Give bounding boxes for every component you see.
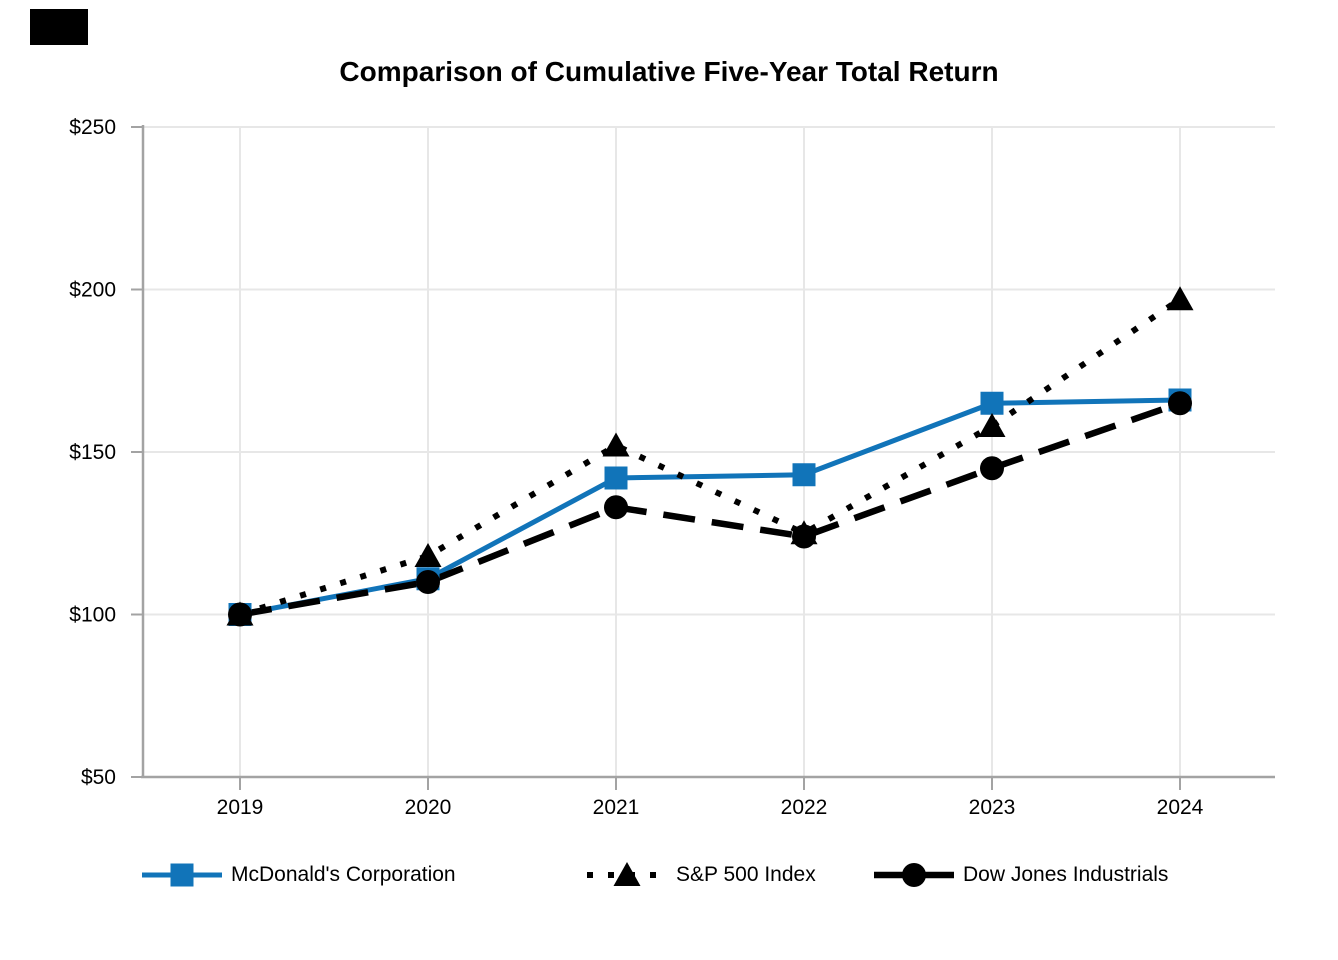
legend-item-sp500: S&P 500 Index [587, 858, 816, 892]
svg-text:2019: 2019 [217, 796, 264, 819]
svg-text:$50: $50 [81, 766, 116, 789]
triangle-marker-icon [587, 862, 667, 886]
svg-text:$150: $150 [69, 441, 116, 464]
legend-item-dowjones: Dow Jones Industrials [874, 858, 1168, 892]
svg-text:2023: 2023 [969, 796, 1016, 819]
legend-label-mcdonalds: McDonald's Corporation [231, 863, 456, 886]
chart-title: Comparison of Cumulative Five-Year Total… [339, 56, 999, 87]
svg-text:$250: $250 [69, 116, 116, 139]
svg-text:2021: 2021 [593, 796, 640, 819]
square-marker-icon [142, 863, 222, 887]
legend-label-sp500: S&P 500 Index [676, 863, 816, 886]
svg-text:2022: 2022 [781, 796, 828, 819]
legend-item-mcdonalds: McDonald's Corporation [142, 858, 456, 892]
corner-black-box-artifact [30, 9, 88, 45]
svg-text:2024: 2024 [1157, 796, 1204, 819]
legend-label-dowjones: Dow Jones Industrials [963, 863, 1169, 886]
svg-text:$200: $200 [69, 279, 116, 302]
svg-text:$100: $100 [69, 604, 116, 627]
svg-text:2020: 2020 [405, 796, 452, 819]
circle-marker-icon [874, 863, 954, 887]
